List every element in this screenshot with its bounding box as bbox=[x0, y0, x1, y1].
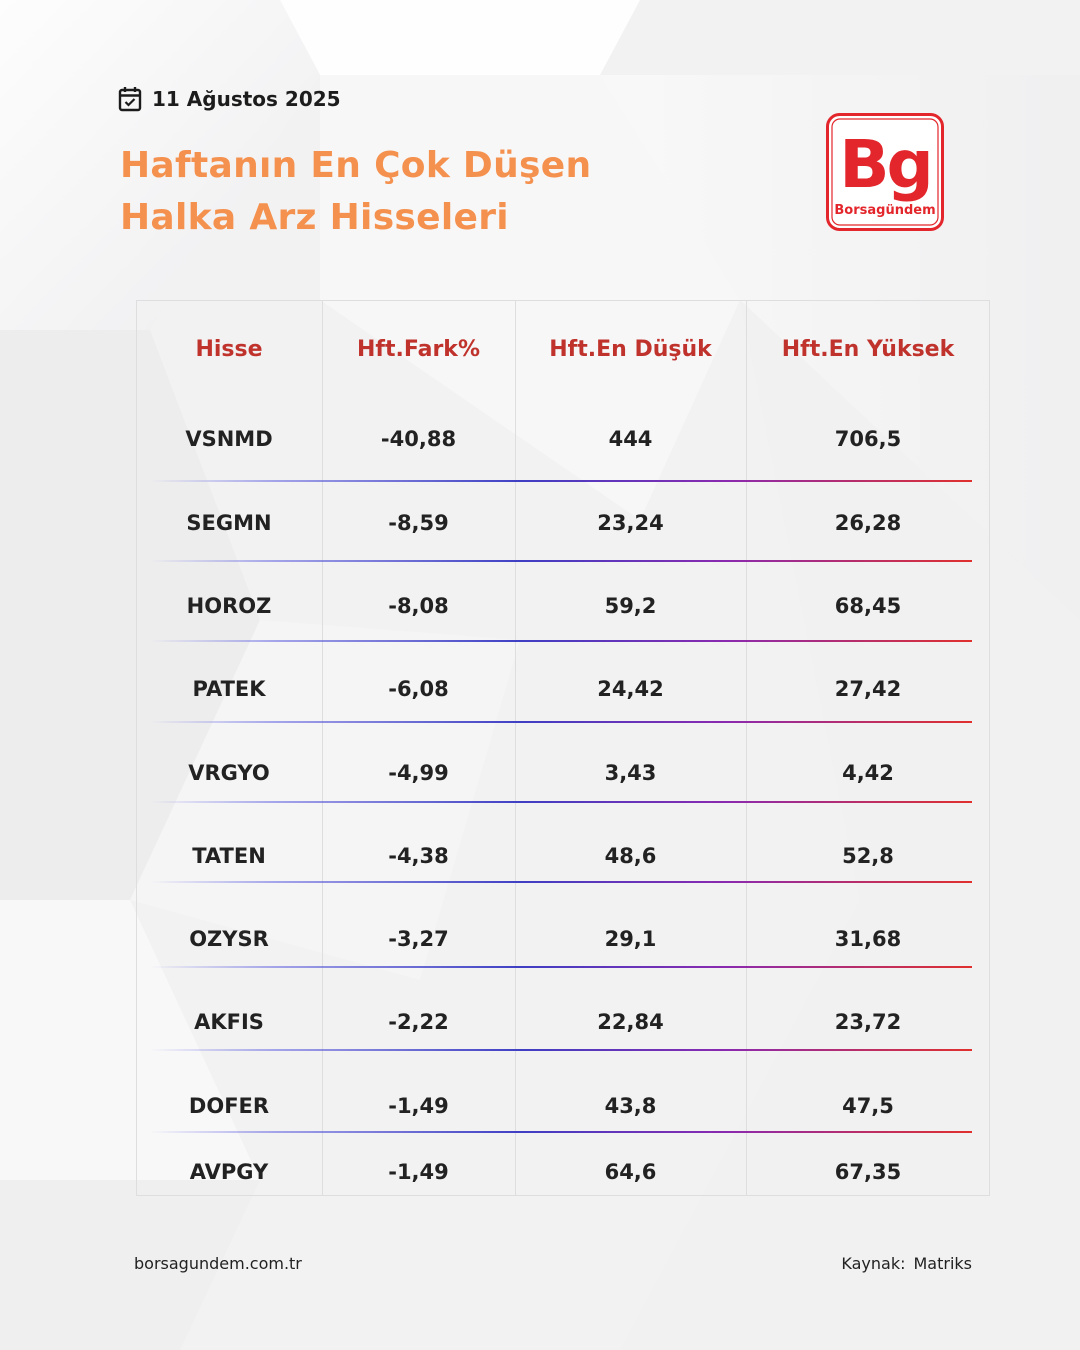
cell-ticker: OZYSR bbox=[189, 927, 269, 951]
title-line-2: Halka Arz Hisseleri bbox=[120, 197, 509, 238]
cell-high: 4,42 bbox=[842, 761, 894, 785]
cell-high: 52,8 bbox=[842, 844, 894, 868]
column-divider bbox=[515, 300, 516, 1196]
date-row: 11 Ağustos 2025 bbox=[118, 86, 341, 112]
logo-letters: Bg bbox=[839, 126, 931, 203]
cell-high: 706,5 bbox=[834, 427, 902, 451]
table-row: VRGYO -4,99 3,43 4,42 bbox=[136, 753, 990, 793]
table-row: DOFER -1,49 43,8 47,5 bbox=[136, 1086, 990, 1126]
cell-change: -4,38 bbox=[388, 844, 449, 868]
cell-high: 23,72 bbox=[834, 1010, 902, 1034]
date-text: 11 Ağustos 2025 bbox=[152, 87, 341, 111]
row-separator bbox=[150, 640, 972, 642]
cell-low: 23,24 bbox=[597, 511, 664, 535]
source-label: Kaynak: bbox=[841, 1254, 906, 1273]
column-divider bbox=[746, 300, 747, 1196]
cell-ticker: DOFER bbox=[188, 1094, 270, 1118]
cell-ticker: AVPGY bbox=[189, 1160, 269, 1184]
cell-ticker: PATEK bbox=[192, 677, 266, 701]
row-separator bbox=[150, 721, 972, 723]
cell-change: -1,49 bbox=[388, 1160, 449, 1184]
source-credit: Kaynak: Matriks bbox=[841, 1254, 972, 1273]
column-header-en-yuksek: Hft.En Yüksek bbox=[781, 337, 955, 362]
cell-high: 68,45 bbox=[834, 594, 902, 618]
cell-low: 29,1 bbox=[604, 927, 657, 951]
data-table bbox=[136, 300, 990, 1196]
table-row: HOROZ -8,08 59,2 68,45 bbox=[136, 586, 990, 626]
cell-change: -6,08 bbox=[388, 677, 449, 701]
row-separator bbox=[150, 480, 972, 482]
cell-low: 22,84 bbox=[597, 1010, 664, 1034]
cell-change: -8,08 bbox=[388, 594, 449, 618]
table-row: OZYSR -3,27 29,1 31,68 bbox=[136, 919, 990, 959]
cell-change: -2,22 bbox=[388, 1010, 449, 1034]
cell-high: 31,68 bbox=[834, 927, 902, 951]
row-separator bbox=[150, 881, 972, 883]
column-header-hisse: Hisse bbox=[195, 337, 263, 362]
table-row: SEGMN -8,59 23,24 26,28 bbox=[136, 503, 990, 543]
cell-ticker: AKFIS bbox=[194, 1010, 264, 1034]
cell-low: 24,42 bbox=[597, 677, 664, 701]
cell-change: -4,99 bbox=[388, 761, 449, 785]
row-separator bbox=[150, 1049, 972, 1051]
cell-change: -8,59 bbox=[388, 511, 449, 535]
cell-ticker: VSNMD bbox=[185, 427, 273, 451]
row-separator bbox=[150, 560, 972, 562]
cell-low: 444 bbox=[608, 427, 653, 451]
borsagundem-logo: Bg Borsagündem bbox=[826, 113, 944, 231]
cell-low: 64,6 bbox=[604, 1160, 657, 1184]
title-line-1: Haftanın En Çok Düşen bbox=[120, 145, 592, 186]
cell-low: 3,43 bbox=[604, 761, 657, 785]
cell-ticker: VRGYO bbox=[188, 761, 270, 785]
cell-high: 26,28 bbox=[834, 511, 902, 535]
cell-ticker: TATEN bbox=[192, 844, 266, 868]
cell-ticker: SEGMN bbox=[186, 511, 272, 535]
calendar-icon bbox=[118, 87, 142, 112]
table-row: AVPGY -1,49 64,6 67,35 bbox=[136, 1152, 990, 1192]
column-divider bbox=[322, 300, 323, 1196]
table-row: PATEK -6,08 24,42 27,42 bbox=[136, 669, 990, 709]
row-separator bbox=[150, 801, 972, 803]
source-value: Matriks bbox=[913, 1254, 972, 1273]
cell-high: 67,35 bbox=[834, 1160, 902, 1184]
table-row: VSNMD -40,88 444 706,5 bbox=[136, 419, 990, 459]
row-separator bbox=[150, 1131, 972, 1133]
cell-change: -40,88 bbox=[380, 427, 457, 451]
table-row: TATEN -4,38 48,6 52,8 bbox=[136, 836, 990, 876]
logo-brand: Borsagündem bbox=[834, 203, 935, 218]
cell-change: -3,27 bbox=[388, 927, 449, 951]
page-title: Haftanın En Çok Düşen Halka Arz Hisseler… bbox=[120, 140, 591, 244]
column-header-fark: Hft.Fark% bbox=[357, 337, 480, 362]
cell-high: 47,5 bbox=[842, 1094, 894, 1118]
cell-ticker: HOROZ bbox=[186, 594, 272, 618]
cell-high: 27,42 bbox=[834, 677, 902, 701]
website-link[interactable]: borsagundem.com.tr bbox=[134, 1254, 302, 1273]
cell-low: 48,6 bbox=[604, 844, 657, 868]
cell-change: -1,49 bbox=[388, 1094, 449, 1118]
cell-low: 59,2 bbox=[604, 594, 657, 618]
row-separator bbox=[150, 966, 972, 968]
table-row: AKFIS -2,22 22,84 23,72 bbox=[136, 1002, 990, 1042]
column-header-en-dusuk: Hft.En Düşük bbox=[549, 337, 712, 362]
cell-low: 43,8 bbox=[604, 1094, 657, 1118]
